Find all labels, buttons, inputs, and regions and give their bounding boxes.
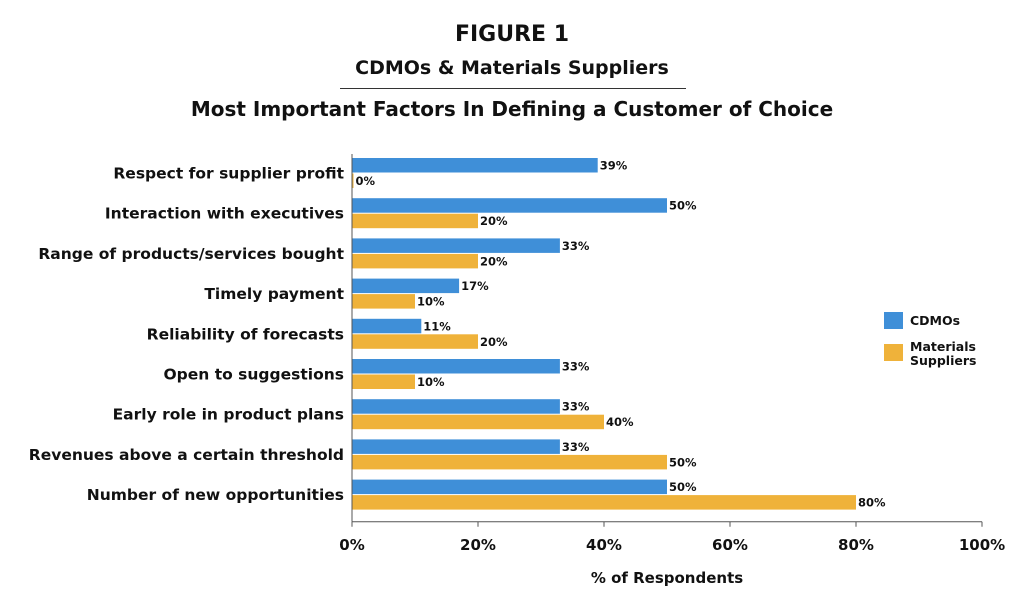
legend-swatch-cdmos	[884, 312, 903, 329]
x-tick-label-4: 80%	[838, 536, 874, 554]
value-label-cdmos-early-role-in-product-plans: 33%	[562, 400, 590, 414]
category-label-reliability-of-forecasts: Reliability of forecasts	[147, 325, 344, 343]
bar-materials-suppliers-reliability-of-forecasts	[352, 334, 478, 349]
bar-cdmos-timely-payment	[352, 278, 460, 294]
x-tick-label-2: 40%	[586, 536, 622, 554]
value-label-cdmos-reliability-of-forecasts: 11%	[423, 319, 451, 333]
x-tick-label-0: 0%	[339, 536, 364, 554]
value-label-cdmos-open-to-suggestions: 33%	[562, 360, 590, 374]
category-label-open-to-suggestions: Open to suggestions	[164, 366, 345, 384]
category-label-respect-for-supplier-profit: Respect for supplier profit	[113, 165, 344, 183]
x-tick-label-3: 60%	[712, 536, 748, 554]
value-label-cdmos-number-of-new-opportunities: 50%	[669, 480, 697, 494]
value-label-cdmos-interaction-with-executives: 50%	[669, 199, 697, 213]
value-label-materials-suppliers-range-of-products-services-bought: 20%	[480, 254, 508, 268]
category-label-number-of-new-opportunities: Number of new opportunities	[87, 486, 344, 504]
value-label-cdmos-revenues-above-a-certain-threshold: 33%	[562, 440, 590, 454]
bar-cdmos-range-of-products-services-bought	[352, 238, 560, 253]
value-label-materials-suppliers-reliability-of-forecasts: 20%	[480, 335, 508, 349]
value-label-cdmos-timely-payment: 17%	[461, 279, 489, 293]
bar-materials-suppliers-early-role-in-product-plans	[352, 414, 604, 430]
category-label-range-of-products-services-bought: Range of products/services bought	[38, 245, 344, 263]
value-label-cdmos-respect-for-supplier-profit: 39%	[600, 159, 628, 173]
bar-cdmos-reliability-of-forecasts	[352, 318, 422, 334]
bar-cdmos-open-to-suggestions	[352, 359, 560, 374]
subtitle-underline	[340, 88, 686, 89]
bar-materials-suppliers-open-to-suggestions	[352, 374, 415, 389]
category-label-early-role-in-product-plans: Early role in product plans	[113, 406, 344, 424]
bar-materials-suppliers-interaction-with-executives	[352, 213, 478, 229]
category-label-timely-payment: Timely payment	[204, 285, 344, 303]
bar-cdmos-respect-for-supplier-profit	[352, 158, 598, 173]
figure-subtitle: CDMOs & Materials Suppliers	[355, 57, 669, 79]
x-tick-label-1: 20%	[460, 536, 496, 554]
value-label-materials-suppliers-early-role-in-product-plans: 40%	[606, 415, 634, 429]
x-axis-title: % of Respondents	[591, 569, 743, 587]
value-label-materials-suppliers-number-of-new-opportunities: 80%	[858, 496, 886, 510]
value-label-materials-suppliers-open-to-suggestions: 10%	[417, 375, 445, 389]
x-tick-label-5: 100%	[959, 536, 1005, 554]
bar-materials-suppliers-range-of-products-services-bought	[352, 253, 478, 269]
bar-cdmos-revenues-above-a-certain-threshold	[352, 439, 560, 454]
legend-label-cdmos: CDMOs	[910, 313, 960, 328]
value-label-materials-suppliers-respect-for-supplier-profit: 0%	[356, 174, 376, 188]
category-label-interaction-with-executives: Interaction with executives	[105, 205, 344, 223]
bar-materials-suppliers-respect-for-supplier-profit	[352, 173, 354, 188]
figure-label: FIGURE 1	[454, 22, 570, 47]
category-label-revenues-above-a-certain-threshold: Revenues above a certain threshold	[29, 446, 344, 464]
bar-cdmos-early-role-in-product-plans	[352, 399, 560, 414]
value-label-materials-suppliers-timely-payment: 10%	[417, 295, 445, 309]
legend-swatch-materials-suppliers	[884, 344, 903, 361]
value-label-materials-suppliers-interaction-with-executives: 20%	[480, 214, 508, 228]
bar-materials-suppliers-timely-payment	[352, 294, 415, 309]
legend-label-materials-suppliers: Materials Suppliers	[910, 339, 976, 368]
value-label-cdmos-range-of-products-services-bought: 33%	[562, 239, 590, 253]
bar-materials-suppliers-revenues-above-a-certain-threshold	[352, 454, 667, 470]
bar-cdmos-interaction-with-executives	[352, 198, 667, 213]
chart-title: Most Important Factors In Defining a Cus…	[190, 97, 834, 121]
bar-materials-suppliers-number-of-new-opportunities	[352, 495, 856, 510]
bar-cdmos-number-of-new-opportunities	[352, 479, 667, 495]
value-label-materials-suppliers-revenues-above-a-certain-threshold: 50%	[669, 455, 697, 469]
